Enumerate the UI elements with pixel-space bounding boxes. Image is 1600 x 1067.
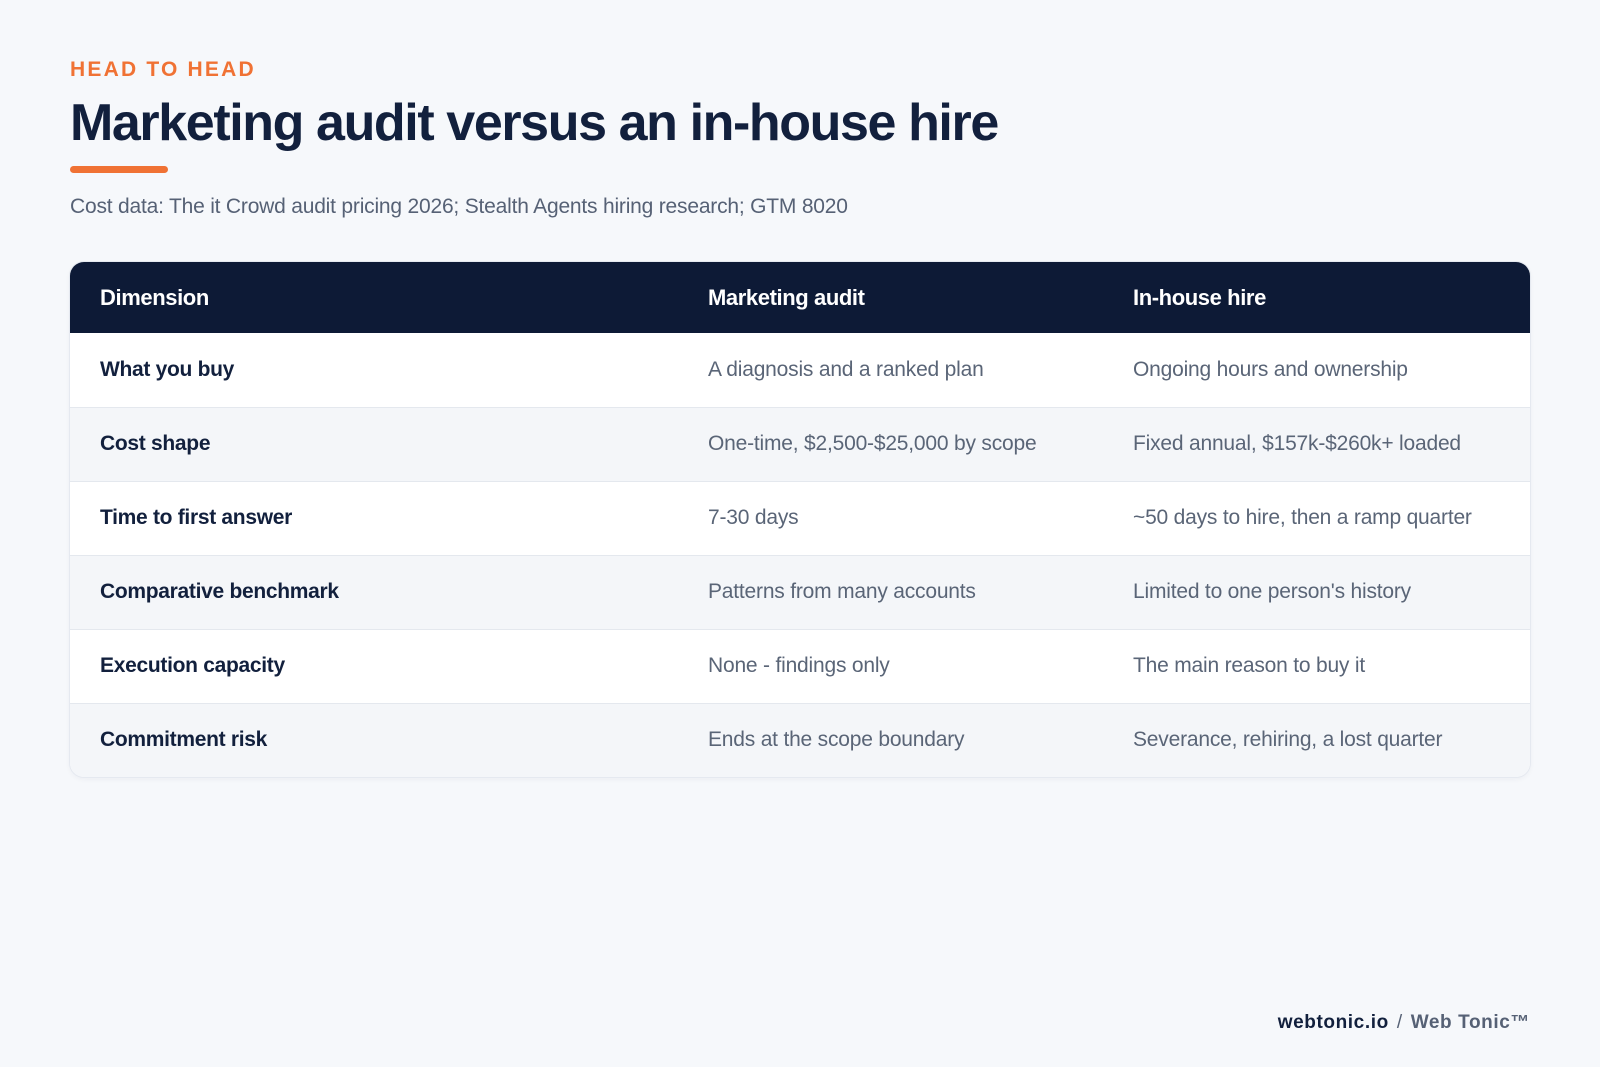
title-accent-bar xyxy=(70,166,168,173)
row-dimension: Execution capacity xyxy=(100,654,285,677)
row-audit-value: 7-30 days xyxy=(708,506,799,529)
footer-domain-link[interactable]: webtonic.io xyxy=(1277,1012,1389,1033)
comparison-table: Dimension Marketing audit In-house hire … xyxy=(70,262,1530,777)
footer-brand: Web Tonic™ xyxy=(1410,1012,1530,1033)
row-hire-value: ~50 days to hire, then a ramp quarter xyxy=(1133,506,1472,529)
table-row: What you buy A diagnosis and a ranked pl… xyxy=(70,333,1530,407)
column-header-in-house-hire: In-house hire xyxy=(1133,284,1266,310)
source-note: Cost data: The it Crowd audit pricing 20… xyxy=(70,195,848,218)
table-row: Execution capacity None - findings only … xyxy=(70,629,1530,703)
row-audit-value: Patterns from many accounts xyxy=(708,580,976,603)
row-audit-value: Ends at the scope boundary xyxy=(708,728,965,752)
comparison-table-card: Dimension Marketing audit In-house hire … xyxy=(70,262,1530,777)
row-dimension: What you buy xyxy=(100,357,235,381)
table-row: Time to first answer 7-30 days ~50 days … xyxy=(70,481,1530,555)
table-row: Cost shape One-time, $2,500-$25,000 by s… xyxy=(70,407,1530,481)
row-dimension: Comparative benchmark xyxy=(100,580,339,603)
row-audit-value: One-time, $2,500-$25,000 by scope xyxy=(708,432,1037,455)
row-hire-value: Limited to one person's history xyxy=(1133,580,1411,603)
page-title: Marketing audit versus an in-house hire xyxy=(70,94,999,152)
row-audit-value: None - findings only xyxy=(708,654,890,677)
table-row: Commitment risk Ends at the scope bounda… xyxy=(70,703,1530,777)
footer-credit: webtonic.io / Web Tonic™ xyxy=(1278,1012,1530,1034)
row-hire-value: Fixed annual, $157k-$260k+ loaded xyxy=(1133,432,1461,455)
table-header-row: Dimension Marketing audit In-house hire xyxy=(70,262,1530,333)
eyebrow-label: HEAD TO HEAD xyxy=(70,58,256,81)
row-hire-value: Severance, rehiring, a lost quarter xyxy=(1133,728,1443,752)
footer-separator: / xyxy=(1396,1012,1403,1033)
row-dimension: Cost shape xyxy=(100,432,211,455)
row-hire-value: The main reason to buy it xyxy=(1133,654,1365,677)
row-hire-value: Ongoing hours and ownership xyxy=(1133,357,1408,381)
row-audit-value: A diagnosis and a ranked plan xyxy=(708,357,984,381)
column-header-marketing-audit: Marketing audit xyxy=(708,284,865,310)
table-row: Comparative benchmark Patterns from many… xyxy=(70,555,1530,629)
column-header-dimension: Dimension xyxy=(100,284,209,310)
row-dimension: Time to first answer xyxy=(100,506,293,529)
row-dimension: Commitment risk xyxy=(100,728,268,752)
